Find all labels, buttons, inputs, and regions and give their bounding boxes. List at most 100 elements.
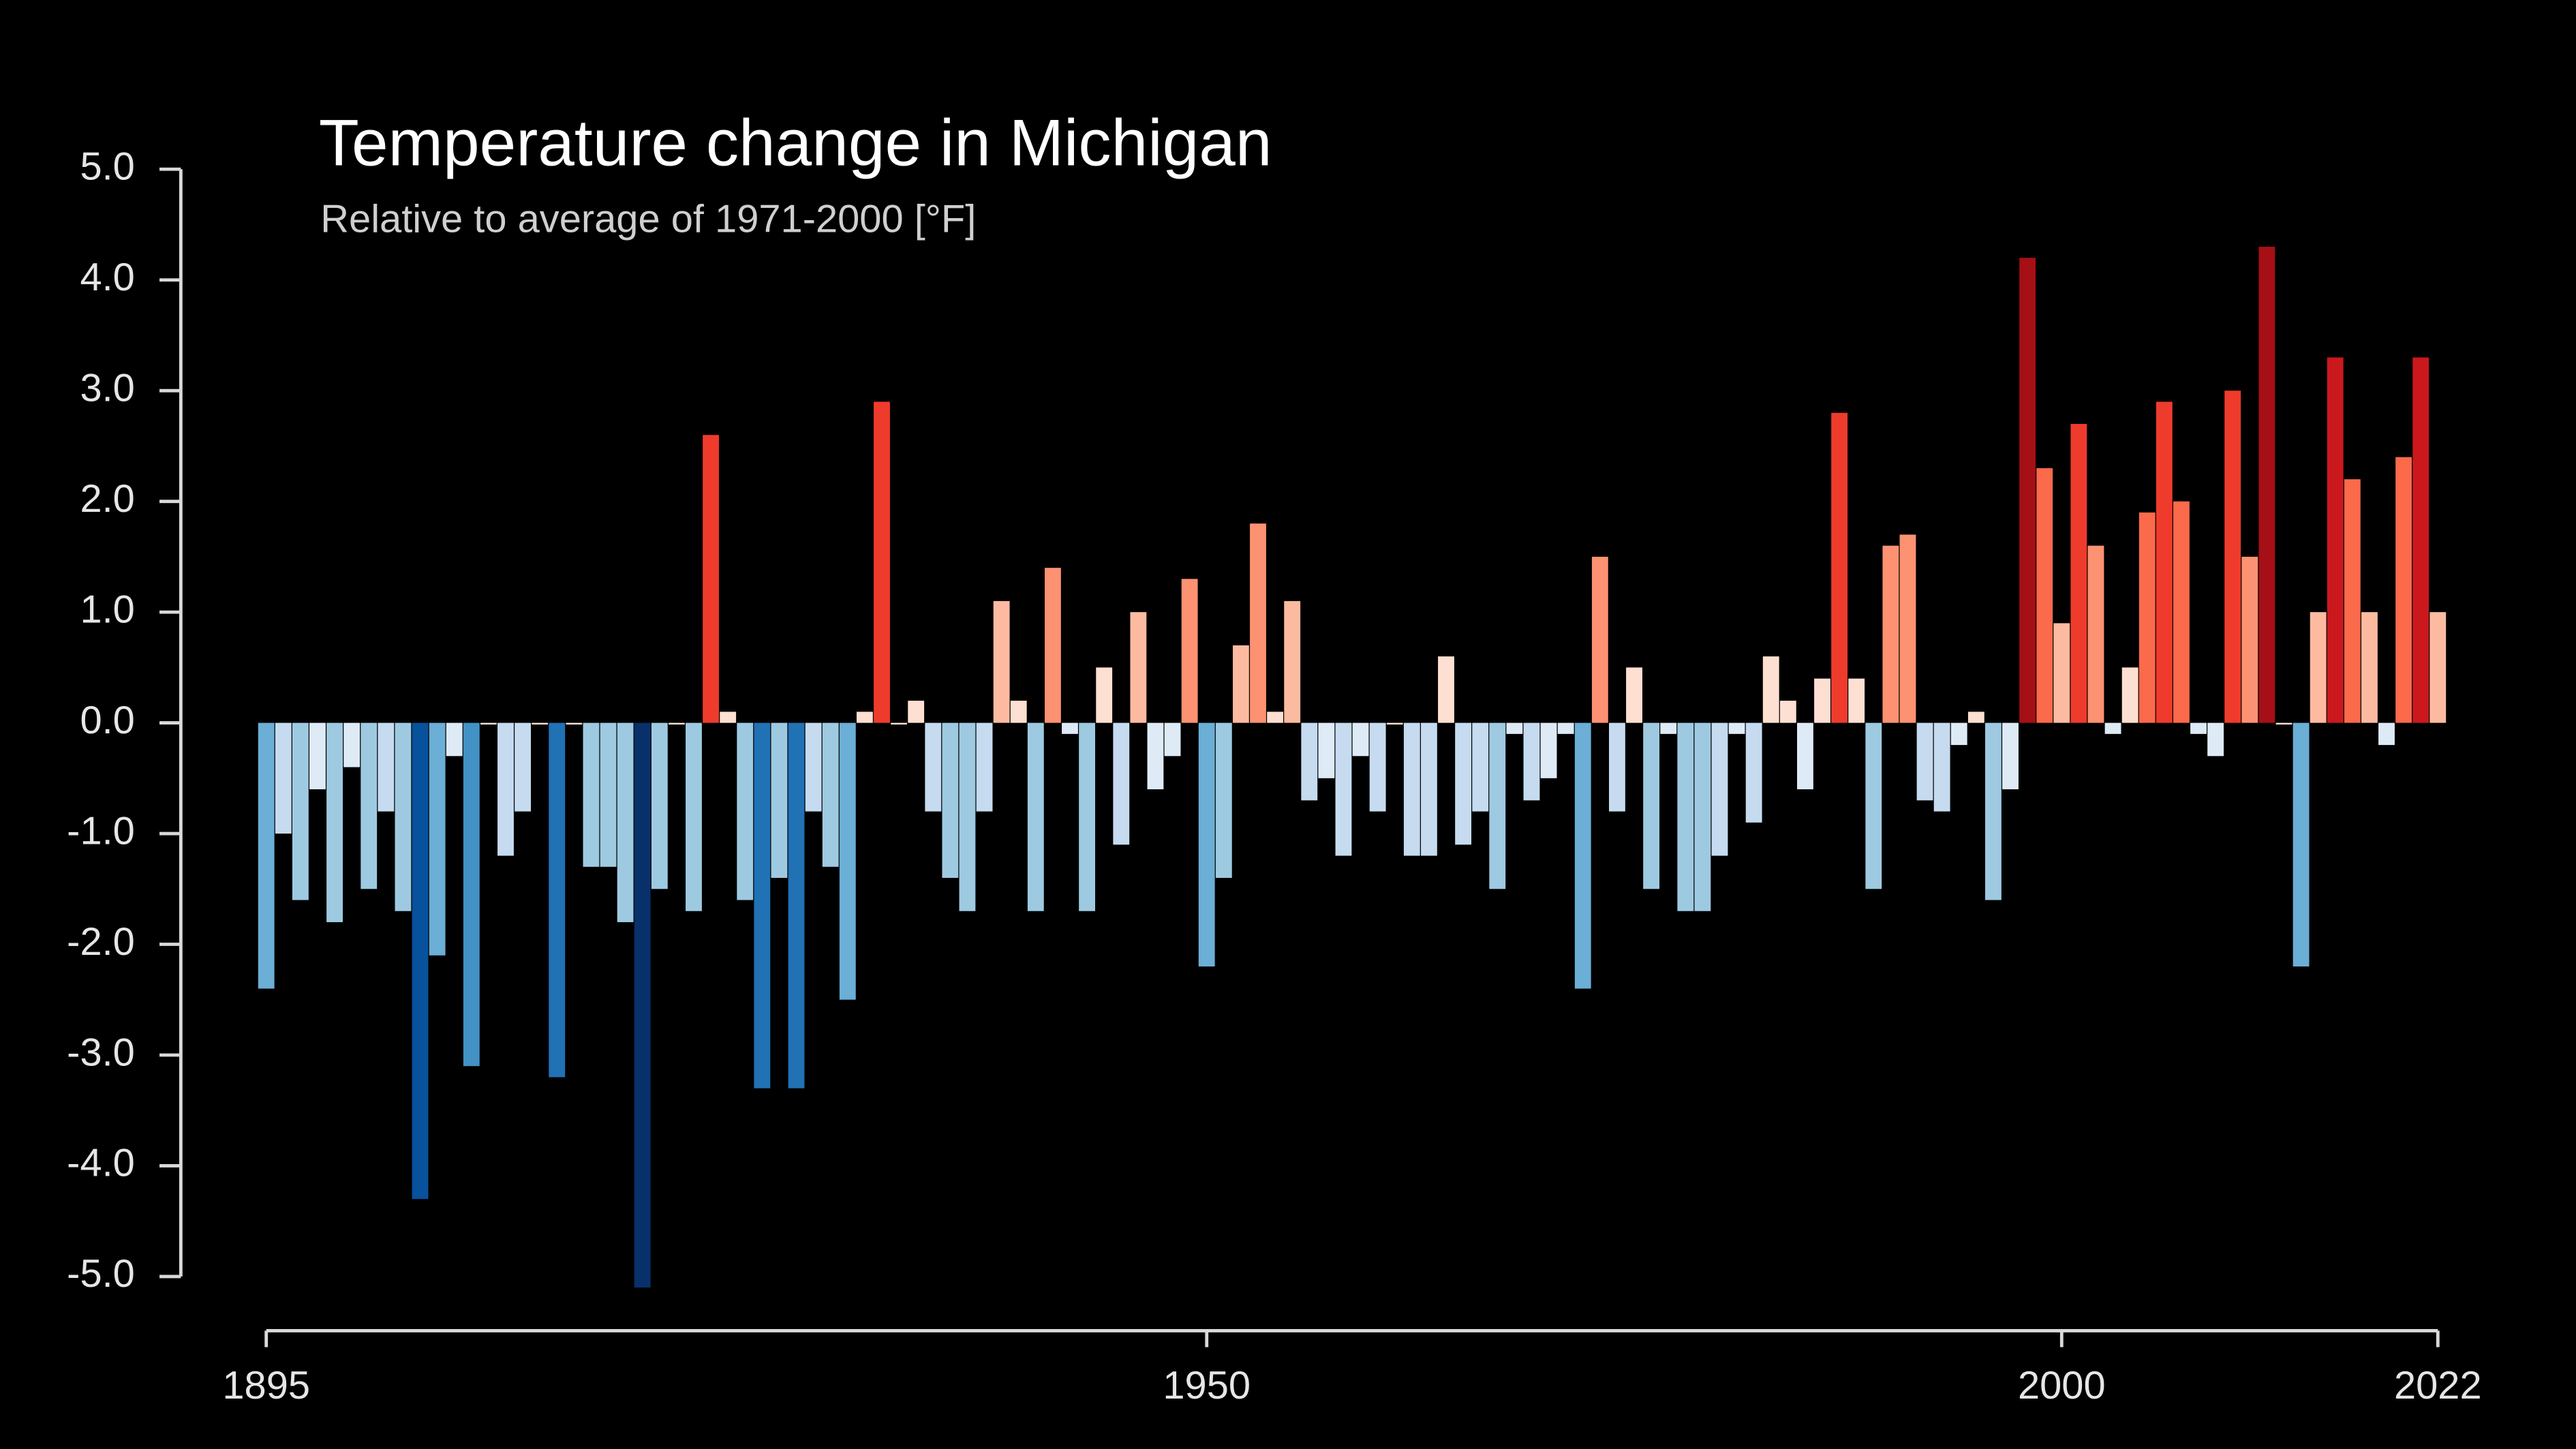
- bar: [993, 600, 1010, 723]
- bar: [566, 722, 583, 724]
- bar: [378, 722, 395, 812]
- bar: [1403, 722, 1420, 856]
- bar: [634, 722, 651, 1288]
- bar: [326, 722, 343, 923]
- bar: [412, 722, 429, 1200]
- bar: [874, 401, 890, 723]
- bar: [925, 722, 942, 812]
- x-tick-label: 2000: [2018, 1364, 2106, 1407]
- bar: [1609, 722, 1625, 812]
- bar: [856, 712, 873, 723]
- bar: [2002, 722, 2019, 790]
- bar: [686, 722, 702, 911]
- bar: [1438, 656, 1454, 723]
- bar: [1044, 568, 1061, 723]
- bar: [1643, 722, 1660, 889]
- bar: [2310, 612, 2327, 723]
- bar: [1010, 701, 1027, 723]
- bar: [1130, 612, 1147, 723]
- x-tick-label: 1895: [222, 1364, 310, 1407]
- bar: [1728, 722, 1745, 734]
- bar: [1318, 722, 1335, 778]
- bar: [497, 722, 514, 856]
- bar: [1660, 722, 1677, 734]
- bar: [942, 722, 959, 879]
- y-tick-label: -2.0: [67, 920, 135, 964]
- bar: [446, 722, 463, 757]
- bar: [1916, 722, 1933, 801]
- y-tick-label: -1.0: [67, 809, 135, 853]
- bar: [1386, 722, 1403, 724]
- bar: [429, 722, 446, 956]
- bar: [1848, 678, 1865, 723]
- bar: [1814, 678, 1830, 723]
- bar: [1865, 722, 1882, 889]
- y-tick-label: 3.0: [80, 366, 134, 410]
- bar: [1626, 667, 1642, 723]
- bar: [651, 722, 668, 889]
- x-tick-label: 1950: [1163, 1364, 1251, 1407]
- bar: [2361, 612, 2378, 723]
- bar: [1198, 722, 1215, 967]
- bar: [1352, 722, 1369, 757]
- bar: [600, 722, 617, 867]
- bar: [822, 722, 839, 867]
- bar: [1797, 722, 1813, 790]
- y-tick-label: -5.0: [67, 1252, 135, 1296]
- bar: [1540, 722, 1557, 778]
- bar: [2019, 258, 2036, 723]
- bar: [309, 722, 326, 790]
- bar: [2275, 722, 2293, 724]
- y-tick-label: 1.0: [80, 588, 134, 631]
- bar: [891, 722, 908, 724]
- bar: [2412, 357, 2429, 723]
- bar: [1164, 722, 1181, 757]
- y-tick-label: -4.0: [67, 1142, 135, 1185]
- bar: [1899, 534, 1916, 723]
- bar: [1694, 722, 1711, 911]
- bar: [1591, 556, 1608, 723]
- bar: [2121, 667, 2138, 723]
- bar: [1489, 722, 1506, 889]
- bar: [2070, 423, 2087, 723]
- bar: [1215, 722, 1232, 879]
- bar: [1420, 722, 1437, 856]
- bar: [549, 722, 566, 1078]
- bar: [515, 722, 531, 812]
- bar: [2344, 479, 2361, 723]
- bar: [1762, 656, 1779, 723]
- bar: [1335, 722, 1352, 856]
- bar: [771, 722, 788, 879]
- bar: [1232, 645, 1249, 723]
- bar: [2173, 501, 2190, 723]
- bar: [1985, 722, 2002, 900]
- bar: [343, 722, 361, 767]
- bar: [1062, 722, 1078, 734]
- bar: [361, 722, 378, 889]
- y-tick-label: -3.0: [67, 1031, 135, 1074]
- bar: [2293, 722, 2310, 967]
- bar: [1574, 722, 1591, 989]
- bar: [1557, 722, 1574, 734]
- bar: [463, 722, 480, 1067]
- bar: [275, 722, 292, 834]
- x-tick-label: 2022: [2394, 1364, 2482, 1407]
- bar: [1472, 722, 1489, 812]
- bar: [1882, 545, 1899, 723]
- bar: [1301, 722, 1318, 801]
- bar: [1950, 722, 1967, 746]
- bar: [395, 722, 412, 911]
- bar: [1677, 722, 1694, 911]
- bar: [2190, 722, 2207, 734]
- bar: [737, 722, 754, 900]
- bar: [720, 712, 737, 723]
- bar: [1745, 722, 1762, 823]
- bar: [1506, 722, 1523, 734]
- bar: [1831, 412, 1848, 723]
- chart-title: Temperature change in Michigan: [319, 106, 1272, 179]
- bar: [2104, 722, 2121, 734]
- bar: [1933, 722, 1950, 812]
- bar: [805, 722, 822, 812]
- bar: [2156, 401, 2173, 723]
